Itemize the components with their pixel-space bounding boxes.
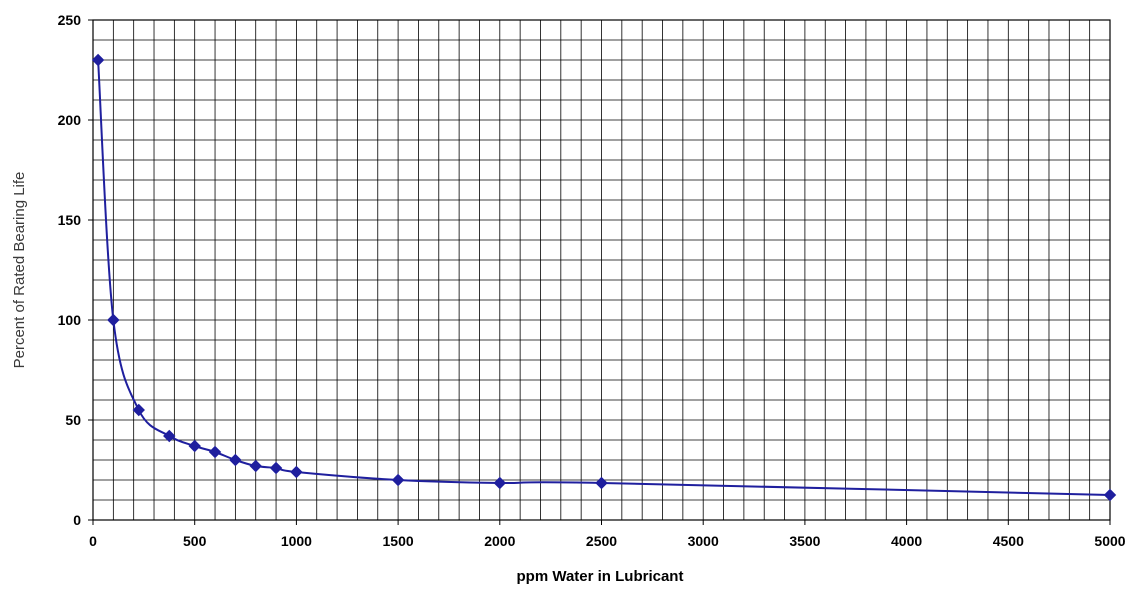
- x-tick-label: 0: [89, 533, 97, 549]
- x-tick-label: 1500: [383, 533, 414, 549]
- grid-lines: [93, 20, 1110, 520]
- data-point-marker: [132, 403, 145, 417]
- data-point-marker: [208, 445, 222, 459]
- y-axis-title: Percent of Rated Bearing Life: [11, 172, 28, 369]
- data-point-marker: [290, 465, 303, 479]
- data-point-marker: [391, 473, 405, 487]
- y-tick-label: 250: [58, 12, 82, 28]
- data-point-marker: [249, 459, 262, 473]
- data-point-marker: [493, 476, 507, 490]
- x-tick-label: 3500: [789, 533, 820, 549]
- x-tick-label: 2500: [586, 533, 617, 549]
- data-point-marker: [269, 461, 283, 475]
- x-tick-label: 5000: [1094, 533, 1125, 549]
- x-tick-label: 4000: [891, 533, 922, 549]
- y-tick-label: 200: [58, 112, 82, 128]
- y-tick-label: 100: [58, 312, 82, 328]
- x-tick-label: 2000: [484, 533, 515, 549]
- x-tick-label: 1000: [281, 533, 312, 549]
- x-tick-label: 3000: [688, 533, 719, 549]
- series-layer: [91, 53, 1117, 502]
- data-point-marker: [1103, 488, 1117, 502]
- data-point-marker: [163, 429, 176, 443]
- data-point-marker: [595, 476, 608, 490]
- y-tick-label: 50: [65, 412, 81, 428]
- data-point-marker: [91, 53, 105, 67]
- x-tick-label: 4500: [993, 533, 1024, 549]
- tick-labels: 0 500 1000 1500 2000 2500 3000 3500 4000 4500 5000…: [58, 12, 1126, 549]
- data-point-marker: [107, 313, 120, 327]
- data-point-marker: [229, 453, 242, 467]
- y-tick-label: 0: [73, 512, 81, 528]
- x-tick-label: 500: [183, 533, 207, 549]
- data-point-marker: [188, 439, 201, 453]
- y-tick-label: 150: [58, 212, 82, 228]
- x-axis-title: ppm Water in Lubricant: [517, 568, 684, 585]
- series-line: [97, 59, 1111, 496]
